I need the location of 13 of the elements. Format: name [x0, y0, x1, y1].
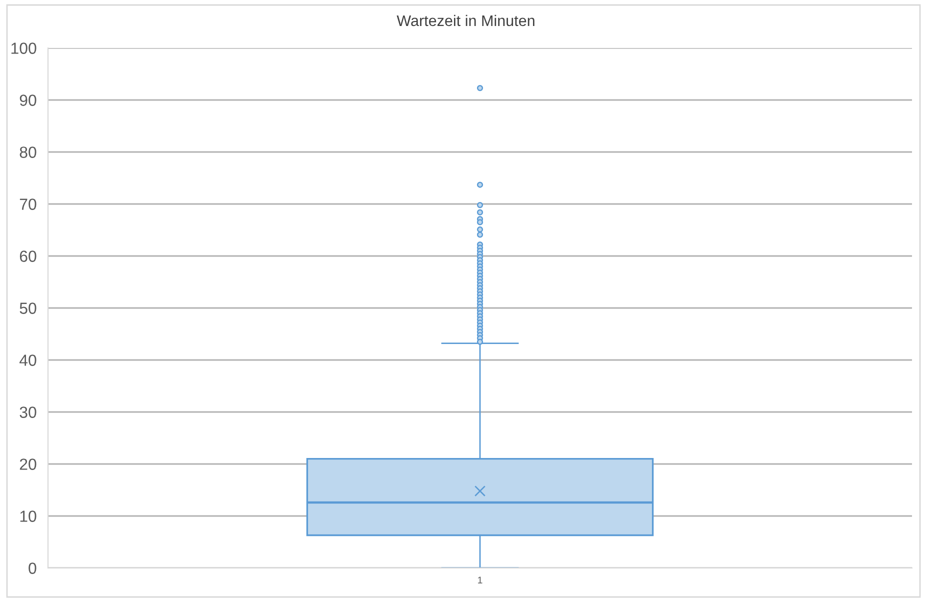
y-tick-label: 0 [28, 562, 36, 574]
y-tick-label: 40 [19, 354, 36, 366]
y-tick-label: 60 [20, 250, 36, 262]
chart-title: Wartezeit in Minuten [396, 14, 534, 26]
y-tick-label: 30 [20, 406, 36, 418]
y-tick-label: 80 [20, 146, 36, 158]
x-tick-label: 1 [478, 576, 482, 584]
y-tick-label: 100 [11, 42, 36, 54]
y-tick-label: 70 [20, 198, 36, 210]
y-tick-label: 90 [20, 94, 36, 106]
y-tick-label: 50 [20, 302, 36, 314]
y-tick-label: 20 [20, 458, 36, 470]
y-tick-label: 10 [20, 510, 36, 522]
